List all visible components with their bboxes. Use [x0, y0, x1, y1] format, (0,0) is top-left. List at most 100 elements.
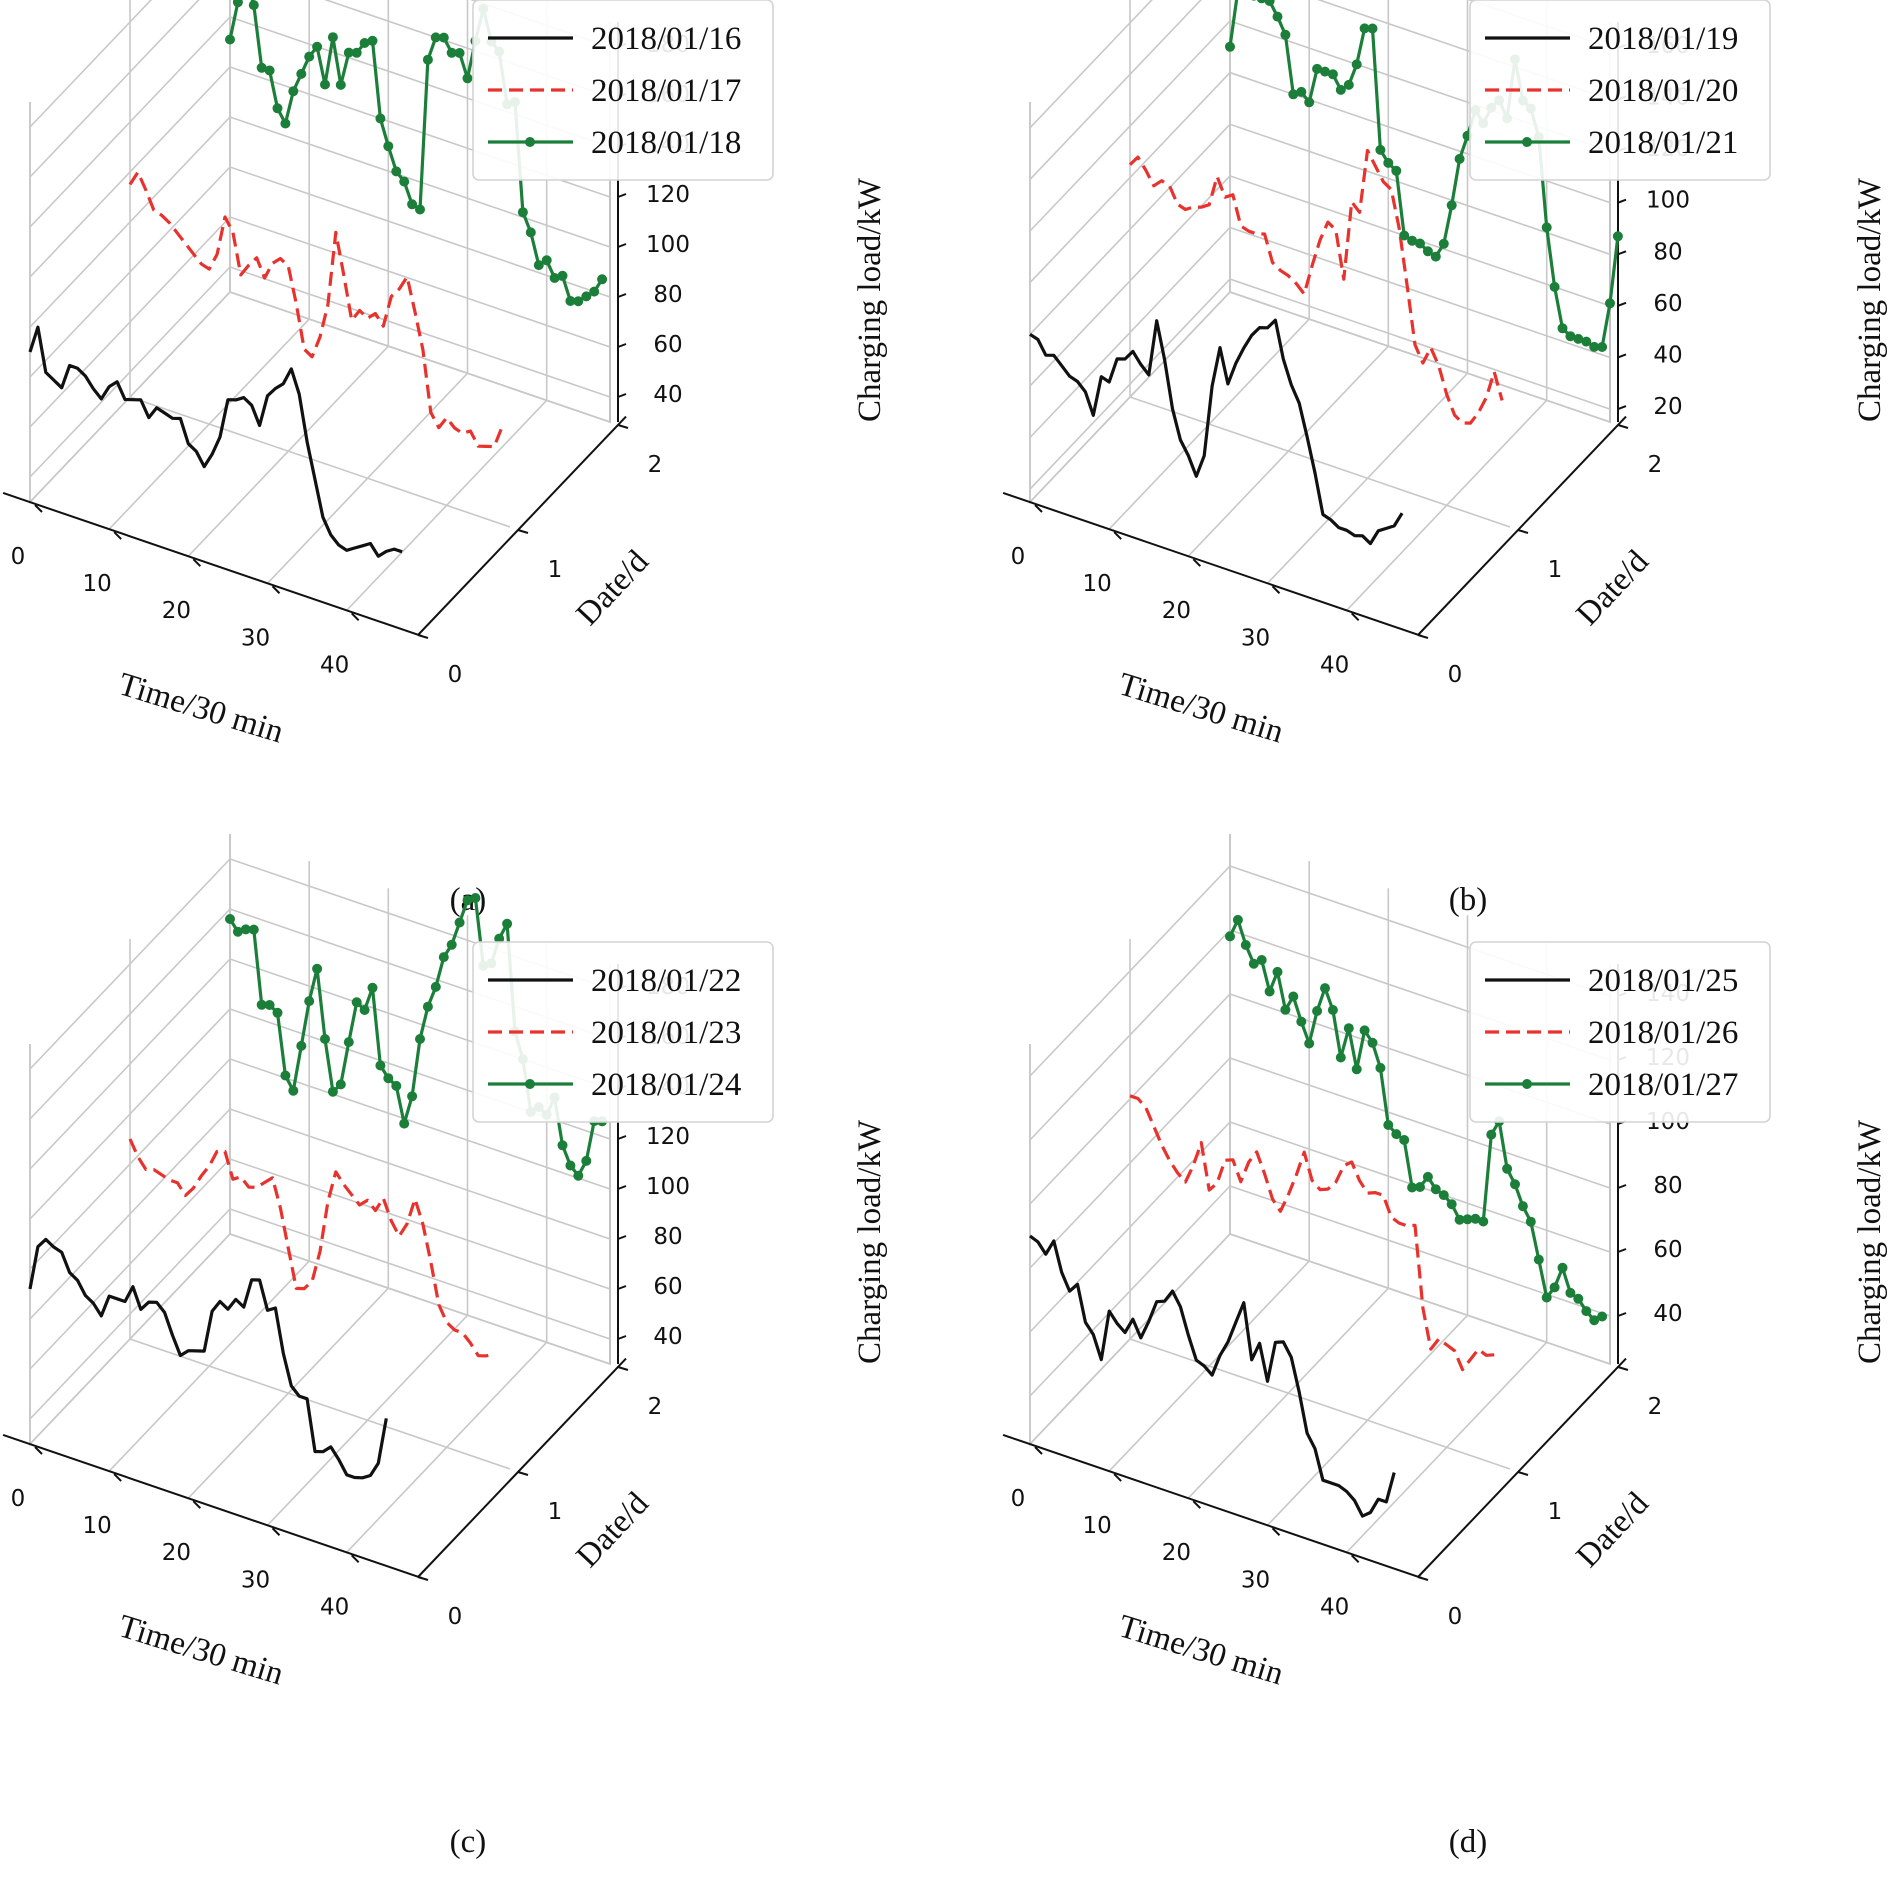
panel-d-x-tick-label: 0	[1011, 1486, 1026, 1512]
panel-a-data-point	[351, 47, 362, 58]
panel-a-z-tick-mark	[617, 343, 627, 348]
panel-d-data-point	[1549, 1282, 1560, 1293]
panel-b-data-point	[1351, 59, 1362, 70]
panel-a-legend: 2018/01/16 2018/01/17 2018/01/18	[472, 0, 774, 181]
panel-a-data-point	[391, 166, 402, 177]
panel-d-x-tick-label: 30	[1241, 1567, 1270, 1593]
panel-d-data-point	[1565, 1287, 1576, 1298]
panel-c-data-point	[335, 1079, 346, 1090]
panel-a-x-tick-label: 0	[11, 544, 26, 570]
panel-a-y-gridline	[129, 0, 511, 528]
panel-b-series-line-2018-01-20	[1128, 148, 1504, 425]
panel-d-data-point	[1288, 991, 1299, 1002]
panel-a-z-tick-mark	[617, 193, 627, 198]
panel-b-x-tick-label: 10	[1083, 571, 1112, 597]
panel-a-x-ticks: 0 10 20 30 40	[11, 504, 360, 678]
panel-d-data-point	[1351, 1064, 1362, 1075]
panel-a-x-tick-mark	[192, 558, 202, 567]
panel-d-data-point	[1541, 1292, 1552, 1303]
panel-a-z-tick-label: 80	[653, 282, 682, 308]
panel-d-data-point	[1335, 1052, 1346, 1063]
panel-d-x-axis-line	[1002, 1433, 1423, 1580]
panel-a-y-axis-title: Date/d	[570, 543, 657, 632]
panel-c-data-point	[248, 924, 259, 935]
panel-d-series-line-2018-01-26	[1129, 1094, 1495, 1372]
panel-a-data-point	[272, 103, 283, 114]
panel-c-z-axis-title: Charging load/kW	[852, 1119, 888, 1364]
panel-b-data-point	[1312, 63, 1323, 74]
panel-d-data-point	[1446, 1199, 1457, 1210]
panel-b-y-axis-line	[1417, 415, 1627, 636]
panel-a-z-tick-label: 60	[653, 332, 682, 358]
panel-d-series-line-2018-01-25	[1029, 1234, 1396, 1518]
panel-a-y-tick-label: 0	[448, 662, 463, 688]
panel-c-data-point	[415, 1034, 425, 1044]
panel-b-y-gridline	[1129, 0, 1511, 528]
panel-c-y-tick-mark	[517, 1471, 529, 1476]
panel-a-legend-label: 2018/01/17	[591, 73, 741, 109]
panel-c-data-point	[288, 1085, 299, 1096]
panel-b-x-tick-mark	[1034, 504, 1043, 513]
panel-d-data-point	[1510, 1179, 1520, 1190]
panel-c-y-axis-title: Date/d	[570, 1485, 657, 1574]
panel-c-data-point	[470, 893, 481, 903]
panel-b-x-tick-label: 30	[1241, 625, 1270, 651]
panel-a-data-point	[517, 207, 528, 218]
panel-c-legend: 2018/01/22 2018/01/23 2018/01/24	[472, 941, 774, 1123]
panel-c-x-tick-label: 0	[11, 1486, 26, 1512]
panel-b-data-point	[1573, 333, 1584, 344]
panel-d-data-point	[1256, 955, 1267, 965]
panel-d-z-tick-mark	[1617, 1184, 1627, 1189]
panel-a-x-tick-mark	[113, 531, 122, 540]
panel-d-data-point	[1232, 914, 1243, 925]
panel-c-x-tick-label: 40	[320, 1594, 349, 1620]
panel-b-y-tick-label: 1	[1548, 557, 1563, 583]
panel-b-data-point	[1407, 235, 1418, 246]
panel-c-y-tick-mark	[617, 1366, 629, 1371]
panel-d-data-point	[1240, 940, 1251, 950]
panel-a-data-point	[359, 38, 370, 48]
panel-a-x-axis-line	[2, 491, 423, 638]
panel-d-y-axis-title: Date/d	[1570, 1485, 1657, 1574]
panel-b-x-gridline	[1108, 0, 1311, 530]
panel-c-data-point	[565, 1160, 576, 1171]
panel-c-z-tick-mark	[617, 1135, 627, 1140]
panel-d-data-point	[1478, 1216, 1489, 1227]
panel-c-data-point	[383, 1073, 394, 1084]
panel-b-y-ticks: 0 1 2	[1417, 424, 1662, 688]
panel-a-data-point	[280, 118, 291, 129]
panel-d-y-tick-mark	[1517, 1471, 1529, 1476]
panel-a-x-tick-label: 20	[162, 598, 191, 624]
panel-b-x-tick-mark	[1113, 531, 1122, 540]
panel-b-data-point	[1343, 79, 1354, 90]
panel-d-data-point	[1304, 1038, 1315, 1049]
panel-a-y-axis-line	[417, 415, 627, 636]
panel-b-data-point	[1264, 0, 1275, 6]
panel-b-y-tick-mark	[1617, 424, 1629, 429]
panel-b-data-point	[1251, 0, 1257, 1]
panel-a-data-point	[383, 141, 394, 152]
panel-a-data-point	[446, 47, 457, 58]
panel-d-x-tick-mark	[1113, 1473, 1122, 1482]
panel-d-data-point	[1422, 1171, 1433, 1182]
panel-d-series	[1029, 914, 1608, 1518]
panel-a-z-axis-title: Charging load/kW	[852, 177, 888, 422]
panel-b-data-point	[1383, 157, 1394, 168]
panel-a-data-point	[320, 79, 330, 90]
panel-c-data-point	[502, 918, 513, 929]
panel-c-data-point	[494, 933, 505, 944]
panel-d-y-tick-label: 0	[1448, 1604, 1463, 1630]
panel-a-x-tick-mark	[34, 504, 43, 513]
panel-d-y-tick-mark	[1617, 1366, 1629, 1371]
panel-d-y-ticks: 0 1 2	[1417, 1366, 1662, 1630]
panel-b-z-tick-mark	[1617, 353, 1627, 359]
panel-b-z-tick-label: 80	[1653, 239, 1682, 265]
panel-c-y-tick-label: 1	[548, 1499, 563, 1525]
panel-d-legend-box	[1469, 941, 1771, 1123]
panel-d-data-point	[1573, 1293, 1584, 1304]
panel-a-z-tick-mark	[617, 293, 627, 298]
panel-b-x-tick-label: 0	[1011, 544, 1026, 570]
panel-b-x-axis-line	[1002, 491, 1423, 638]
panel-d-data-point	[1557, 1262, 1568, 1273]
panel-c-x-tick-mark	[350, 1554, 360, 1564]
